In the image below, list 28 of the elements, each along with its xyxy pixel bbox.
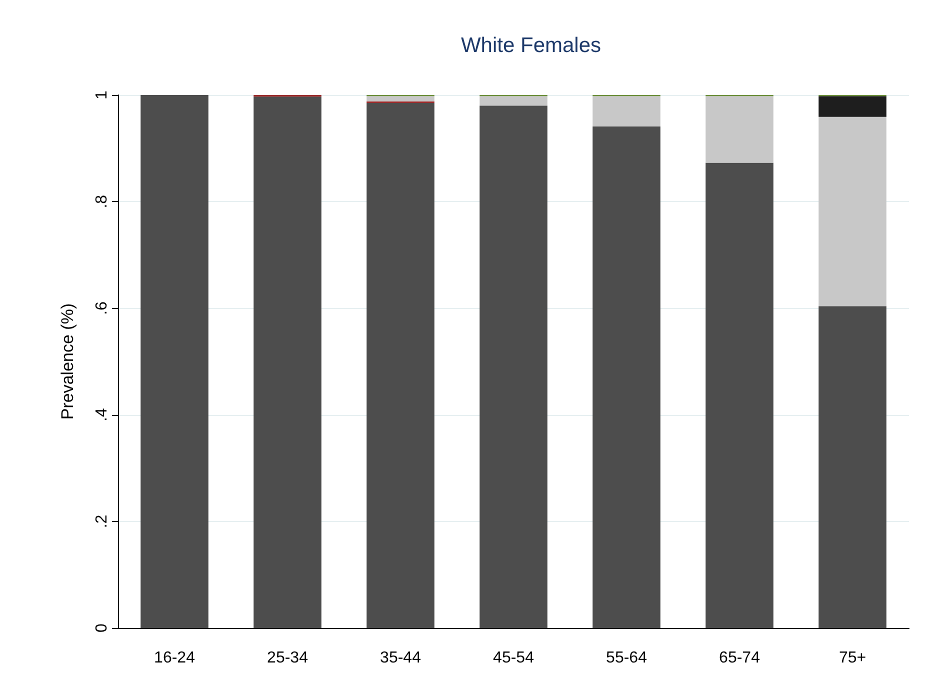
bar	[140, 95, 208, 628]
y-axis-title: Prevalence (%)	[58, 303, 77, 420]
y-tick-label: .8	[94, 194, 110, 208]
x-tick-label: 65-74	[719, 650, 760, 666]
x-tick-label: 75+	[838, 650, 866, 666]
bar	[818, 306, 886, 628]
y-tick-label: .2	[94, 514, 110, 528]
y-tick-label: .6	[94, 301, 110, 315]
bar	[818, 96, 886, 117]
bar	[480, 96, 548, 106]
bar	[706, 162, 774, 628]
y-tick-label: 0	[94, 623, 110, 632]
x-tick-label: 35-44	[380, 650, 422, 666]
bar	[480, 106, 548, 628]
bar	[254, 96, 322, 628]
y-tick-label: 1	[94, 90, 110, 100]
x-tick-label: 16-24	[154, 650, 196, 666]
y-tick-label: .4	[94, 408, 110, 422]
x-tick-label: 45-54	[493, 650, 534, 666]
bar	[818, 116, 886, 306]
x-tick-label: 55-64	[606, 650, 648, 666]
chart-title: White Females	[460, 34, 602, 57]
bar	[366, 96, 434, 102]
x-tick-label: 25-34	[267, 650, 308, 666]
bar	[366, 102, 434, 628]
bar	[592, 126, 660, 628]
bar	[592, 96, 660, 126]
bar	[706, 96, 774, 163]
